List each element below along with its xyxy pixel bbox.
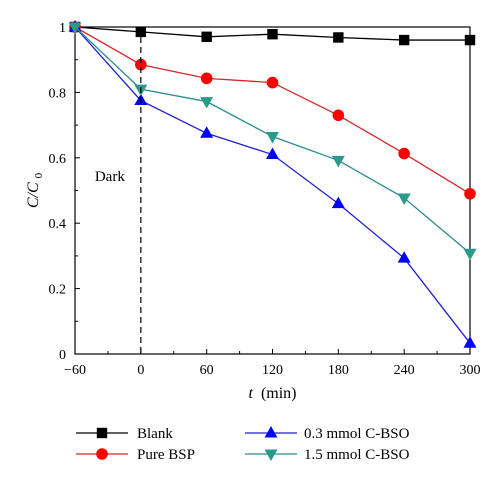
- legend-label: 1.5 mmol C-BSO: [304, 447, 410, 463]
- x-tick-label: 300: [460, 363, 481, 378]
- legend-item: Pure BSP: [76, 447, 195, 463]
- data-point: [68, 22, 82, 34]
- data-point: [464, 187, 476, 200]
- x-tick-label: 180: [328, 363, 349, 378]
- y-tick-label: 0.8: [49, 86, 67, 101]
- x-axis-title: t (min): [249, 385, 297, 402]
- series-pure-bsp: [69, 21, 476, 200]
- legend-item: 0.3 mmol C-BSO: [245, 426, 410, 442]
- data-point: [266, 76, 279, 89]
- data-point: [463, 248, 477, 261]
- y-axis-title-main: C/C: [25, 182, 42, 208]
- data-point: [200, 72, 213, 85]
- series-blank: [69, 21, 476, 46]
- legend-item: 1.5 mmol C-BSO: [245, 447, 410, 463]
- y-tick-label: 0.2: [49, 283, 67, 298]
- legend-marker: [264, 426, 278, 438]
- x-tick-label: −60: [64, 363, 86, 378]
- dark-annotation-label: Dark: [95, 169, 125, 185]
- axis-titles: t (min) C/C 0: [25, 172, 297, 402]
- series-line: [74, 26, 471, 344]
- data-point: [397, 193, 411, 206]
- x-tick-label: 0: [137, 363, 144, 378]
- x-axis-title-var: t: [249, 385, 254, 402]
- data-point: [331, 155, 345, 168]
- legend-label: 0.3 mmol C-BSO: [304, 426, 410, 442]
- data-point: [267, 28, 278, 40]
- legend: Blank Pure BSP 0.3 mmol C-BSO 1.5 mmol C-BS…: [76, 426, 410, 463]
- data-point: [266, 147, 279, 160]
- y-tick-label: 1: [59, 21, 66, 36]
- legend-label: Blank: [137, 426, 173, 442]
- legend-marker: [96, 448, 108, 460]
- y-tick-label: 0: [59, 348, 66, 363]
- x-tick-label: 120: [262, 363, 283, 378]
- y-tick-label: 0.6: [49, 152, 67, 167]
- annotation-layer: Dark: [95, 27, 142, 354]
- series-line: [74, 26, 471, 195]
- x-tick-label: 240: [394, 363, 415, 378]
- data-point: [331, 196, 345, 209]
- legend-item: Blank: [76, 426, 173, 442]
- data-point: [266, 132, 279, 144]
- series-layer: [68, 20, 477, 348]
- data-point: [200, 126, 214, 138]
- data-point: [397, 251, 411, 263]
- data-point: [333, 32, 344, 43]
- data-point: [332, 109, 345, 122]
- data-point: [463, 336, 477, 348]
- data-point: [398, 34, 410, 46]
- data-point: [135, 58, 147, 71]
- plot-frame: [74, 26, 471, 355]
- y-axis-title-sub: 0: [33, 172, 45, 178]
- data-point: [398, 147, 410, 160]
- x-tick-label: 60: [200, 363, 214, 378]
- y-tick-label: 0.4: [49, 217, 67, 232]
- plot-border: [74, 26, 471, 355]
- x-axis-title-unit: (min): [261, 385, 297, 402]
- data-point: [464, 34, 476, 46]
- legend-marker: [264, 449, 278, 461]
- data-point: [201, 31, 212, 43]
- legend-marker: [96, 427, 108, 439]
- legend-label: Pure BSP: [137, 447, 195, 463]
- y-axis-title: C/C 0: [25, 172, 45, 208]
- data-point: [200, 97, 214, 109]
- series-0-3-mmol-c-bso: [68, 20, 477, 348]
